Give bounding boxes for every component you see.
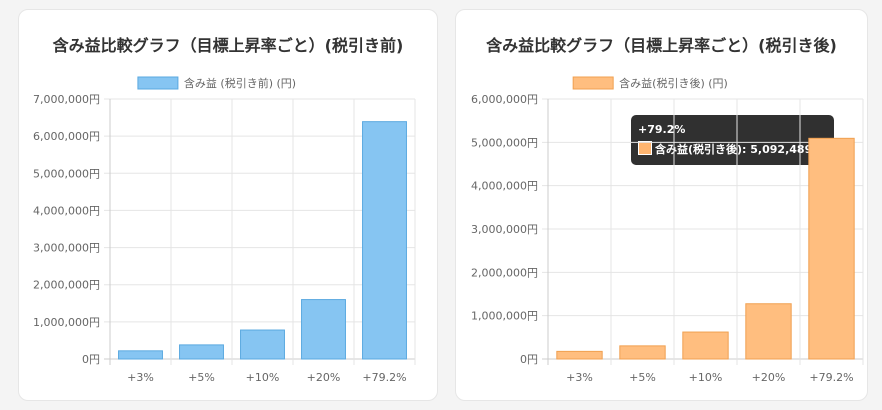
bar	[808, 137, 855, 360]
tooltip-label: 含み益(税引き後): 5,092,489 円	[655, 143, 828, 156]
legend-swatch	[572, 76, 614, 90]
y-tick-label: 5,000,000円	[471, 136, 538, 149]
y-tick-label: 6,000,000円	[33, 130, 100, 143]
x-tick-label: +79.2%	[809, 371, 853, 384]
x-tick-label: +79.2%	[362, 371, 406, 384]
y-tick-label: 2,000,000円	[471, 266, 538, 279]
y-tick-label: 3,000,000円	[33, 242, 100, 255]
y-tick-label: 1,000,000円	[33, 316, 100, 329]
x-tick-label: +20%	[307, 371, 341, 384]
y-tick-label: 0円	[82, 353, 100, 366]
bar	[556, 350, 603, 360]
bar	[619, 345, 666, 360]
chart-card-pretax: 含み益比較グラフ（目標上昇率ごと）(税引き前) 含み益 (税引き前) (円) 0円…	[18, 9, 438, 401]
chart-title: 含み益比較グラフ（目標上昇率ごと）(税引き後)	[486, 36, 837, 55]
y-tick-label: 7,000,000円	[33, 93, 100, 106]
bar	[682, 331, 729, 360]
y-tick-label: 6,000,000円	[471, 93, 538, 106]
chart-card-aftertax: 含み益比較グラフ（目標上昇率ごと）(税引き後) +79.2% 含み益(税引き後)…	[455, 9, 868, 401]
x-tick-label: +10%	[246, 371, 280, 384]
y-tick-label: 2,000,000円	[33, 279, 100, 292]
y-tick-label: 4,000,000円	[471, 180, 538, 193]
tooltip-swatch	[638, 141, 652, 155]
y-tick-label: 5,000,000円	[33, 167, 100, 180]
y-tick-label: 4,000,000円	[33, 204, 100, 217]
chart-title: 含み益比較グラフ（目標上昇率ごと）(税引き前)	[52, 36, 404, 55]
bar	[362, 121, 407, 360]
bar-chart: 含み益(税引き後) (円) 0円 1,000,000円 2,000,000円 3,000…	[471, 76, 864, 384]
x-tick-label: +20%	[752, 371, 786, 384]
legend-swatch	[137, 76, 179, 90]
x-tick-label: +5%	[188, 371, 215, 384]
bar-chart: 含み益 (税引き前) (円) 0円 1,000,000円 2,000,000円 3,00…	[33, 76, 416, 384]
bar	[179, 344, 224, 360]
legend-label: 含み益 (税引き前) (円)	[184, 76, 296, 90]
x-tick-label: +10%	[689, 371, 723, 384]
bar	[240, 329, 285, 360]
legend-label: 含み益(税引き後) (円)	[619, 76, 728, 90]
bar	[745, 303, 792, 360]
bar	[301, 299, 346, 360]
x-tick-label: +5%	[629, 371, 656, 384]
y-tick-label: 3,000,000円	[471, 223, 538, 236]
x-tick-label: +3%	[566, 371, 593, 384]
y-tick-label: 1,000,000円	[471, 310, 538, 323]
x-tick-label: +3%	[127, 371, 154, 384]
bar	[118, 350, 163, 360]
y-tick-label: 0円	[520, 353, 538, 366]
